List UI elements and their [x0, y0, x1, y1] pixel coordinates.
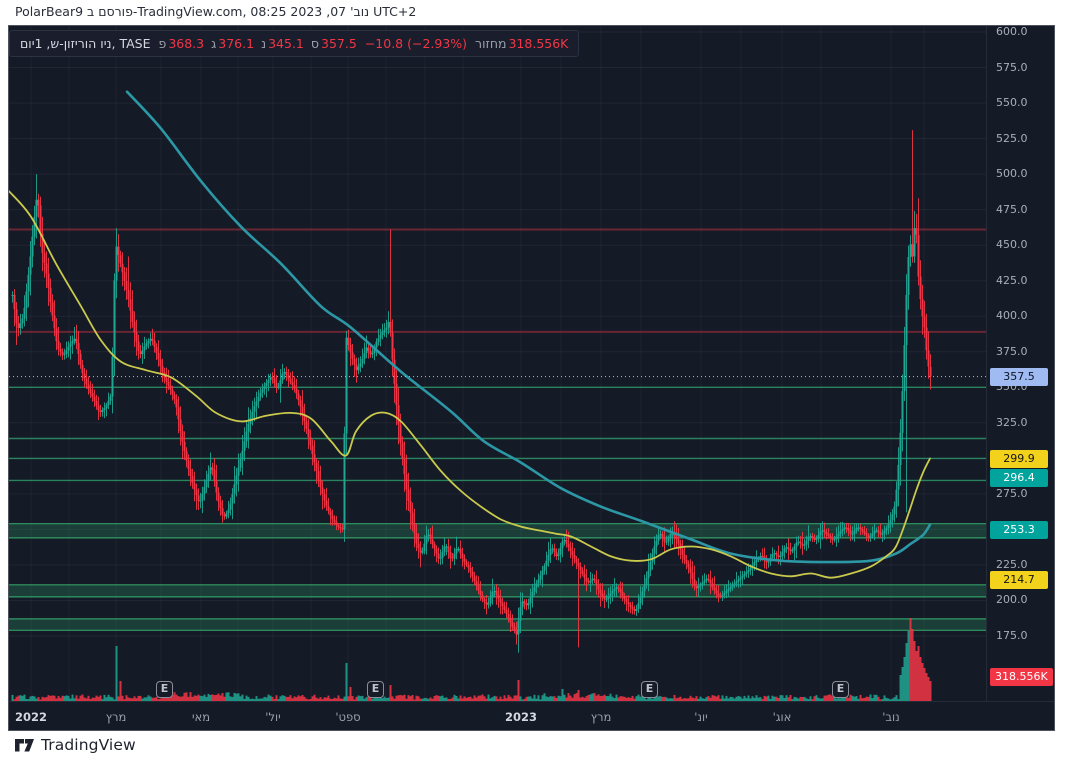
ohlc-field: ס 357.5	[310, 36, 357, 51]
ohlc-values: פ 368.3 ג 376.1 נ 345.1 ס 357.5	[159, 36, 357, 51]
price-chart[interactable]	[9, 26, 986, 701]
change-value: −10.8 (−2.93%)	[364, 36, 468, 51]
price-tick: 600.0	[996, 25, 1028, 38]
chart-panel[interactable]: 600.0 575.0 550.0 525.0 500.0 475.0 450.0 425.0…	[8, 25, 1055, 731]
tradingview-logo-text: TradingView	[41, 736, 136, 754]
level-296-label: 296.4	[990, 469, 1048, 487]
tradingview-logo-icon	[15, 739, 34, 752]
price-tick: 375.0	[996, 345, 1028, 358]
attribution-part: נוב' 07, 2023 08:25	[250, 4, 370, 19]
price-tick: 425.0	[996, 274, 1028, 287]
price-tick: 325.0	[996, 416, 1028, 429]
time-tick: יול'	[265, 710, 281, 724]
time-tick: מרץ	[590, 710, 612, 724]
time-tick: מאי	[191, 710, 211, 724]
horizontal-lines[interactable]	[9, 228, 986, 482]
volume-label: מחזור	[475, 36, 507, 51]
price-tick: 400.0	[996, 309, 1028, 322]
price-tick: 575.0	[996, 61, 1028, 74]
symbol-legend[interactable]: ניו הוריזון-ש, 1יום, TASE פ 368.3 ג 376.1 נ 3…	[9, 30, 580, 57]
attribution-part: -TradingView.com,	[132, 4, 251, 19]
price-tick: 475.0	[996, 203, 1028, 216]
volume-readout: מחזור 318.556K	[475, 36, 568, 51]
time-tick: 2022	[14, 710, 48, 724]
price-tick: 500.0	[996, 167, 1028, 180]
ma-fast-line[interactable]	[9, 190, 931, 579]
ma-slow-value-label: 253.3	[990, 521, 1048, 539]
attribution-part: פורסם ב	[87, 4, 133, 19]
ohlc-field: פ 368.3	[158, 36, 205, 51]
time-scale[interactable]: 2022 מרץ מאי יול' ספט' 2023 מרץ יונ' אוג' נוב'	[9, 701, 1054, 731]
last-price-label: 357.5	[990, 368, 1048, 386]
grid-layer	[9, 26, 986, 701]
ohlc-field: ג 376.1	[211, 36, 255, 51]
price-tick: 550.0	[996, 96, 1028, 109]
candles-layer	[11, 130, 932, 653]
symbol-title: ניו הוריזון-ש, 1יום, TASE	[20, 36, 151, 51]
time-tick: יונ'	[694, 710, 708, 724]
price-tick: 175.0	[996, 629, 1028, 642]
volume-value-label: 318.556K	[990, 668, 1053, 686]
price-tick: 200.0	[996, 593, 1028, 606]
volume-layer	[11, 618, 932, 701]
price-scale[interactable]: 600.0 575.0 550.0 525.0 500.0 475.0 450.0 425.0…	[986, 25, 1055, 701]
price-tick: 450.0	[996, 238, 1028, 251]
earnings-marker[interactable]: E	[641, 681, 658, 698]
time-tick: נוב'	[882, 710, 900, 724]
ma-slow-line[interactable]	[125, 90, 932, 564]
price-tick: 275.0	[996, 487, 1028, 500]
attribution-text: PolarBear9 פורסם ב-TradingView.com, נוב'…	[15, 4, 416, 19]
price-tick: 225.0	[996, 558, 1028, 571]
time-tick: אוג'	[772, 710, 792, 724]
earnings-marker[interactable]: E	[156, 681, 173, 698]
time-tick: ספט'	[335, 710, 361, 724]
ma-fast-value-label: 299.9	[990, 450, 1048, 468]
ohlc-field: נ 345.1	[261, 36, 304, 51]
tradingview-logo[interactable]: TradingView	[14, 736, 136, 754]
attribution-part: UTC+2	[369, 4, 417, 19]
volume-number: 318.556K	[508, 36, 569, 51]
attribution-part: PolarBear9	[15, 4, 88, 19]
earnings-marker[interactable]: E	[832, 681, 849, 698]
level-214-label: 214.7	[990, 571, 1048, 589]
earnings-marker[interactable]: E	[367, 681, 384, 698]
price-tick: 525.0	[996, 132, 1028, 145]
time-tick: 2023	[504, 710, 538, 724]
time-tick: מרץ	[105, 710, 127, 724]
